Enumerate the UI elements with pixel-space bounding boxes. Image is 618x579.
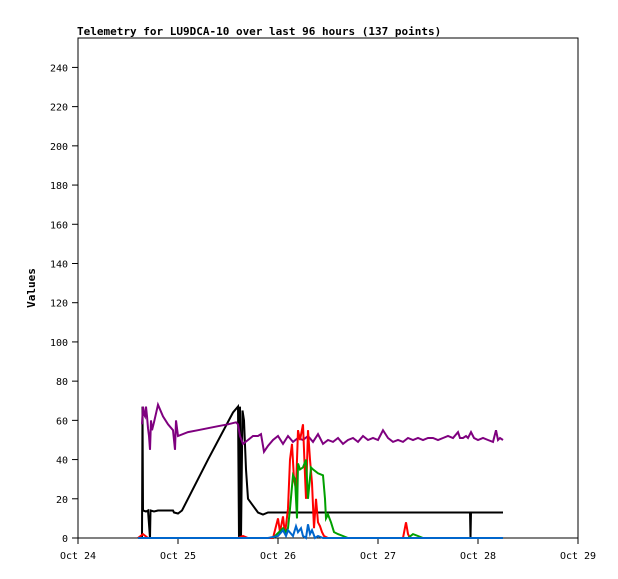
y-tick-label: 240 <box>50 63 68 74</box>
y-tick-label: 220 <box>50 103 68 114</box>
y-axis: 0 20 40 60 80 100 120 140 160 180 200 220 240 <box>50 63 78 545</box>
chart-title: Telemetry for LU9DCA-10 over last 96 hou… <box>77 25 441 38</box>
y-tick-label: 180 <box>50 181 68 192</box>
series-line-2 <box>141 401 504 455</box>
y-tick-label: 160 <box>50 220 68 231</box>
x-axis: Oct 24 Oct 25 Oct 26 Oct 27 Oct 28 Oct 29 <box>60 538 596 562</box>
y-tick-label: 80 <box>56 377 68 388</box>
x-tick-label: Oct 29 <box>560 551 596 562</box>
x-tick-label: Oct 27 <box>360 551 396 562</box>
y-axis-label: Values <box>25 268 38 308</box>
x-tick-label: Oct 26 <box>260 551 296 562</box>
series-line-5 <box>138 522 503 540</box>
plot-area-frame <box>77 37 579 539</box>
y-tick-label: 200 <box>50 142 68 153</box>
x-tick-label: Oct 28 <box>460 551 496 562</box>
x-tick-label: Oct 24 <box>60 551 96 562</box>
y-tick-label: 20 <box>56 495 68 506</box>
y-tick-label: 140 <box>50 259 68 270</box>
y-tick-label: 100 <box>50 338 68 349</box>
y-tick-label: 40 <box>56 456 68 467</box>
y-tick-label: 0 <box>62 534 68 545</box>
y-tick-label: 60 <box>56 416 68 427</box>
series-layer <box>137 401 504 540</box>
x-tick-label: Oct 25 <box>160 551 196 562</box>
y-tick-label: 120 <box>50 299 68 310</box>
